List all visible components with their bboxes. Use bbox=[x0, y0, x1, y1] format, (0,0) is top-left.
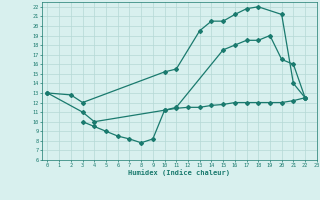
X-axis label: Humidex (Indice chaleur): Humidex (Indice chaleur) bbox=[128, 169, 230, 176]
